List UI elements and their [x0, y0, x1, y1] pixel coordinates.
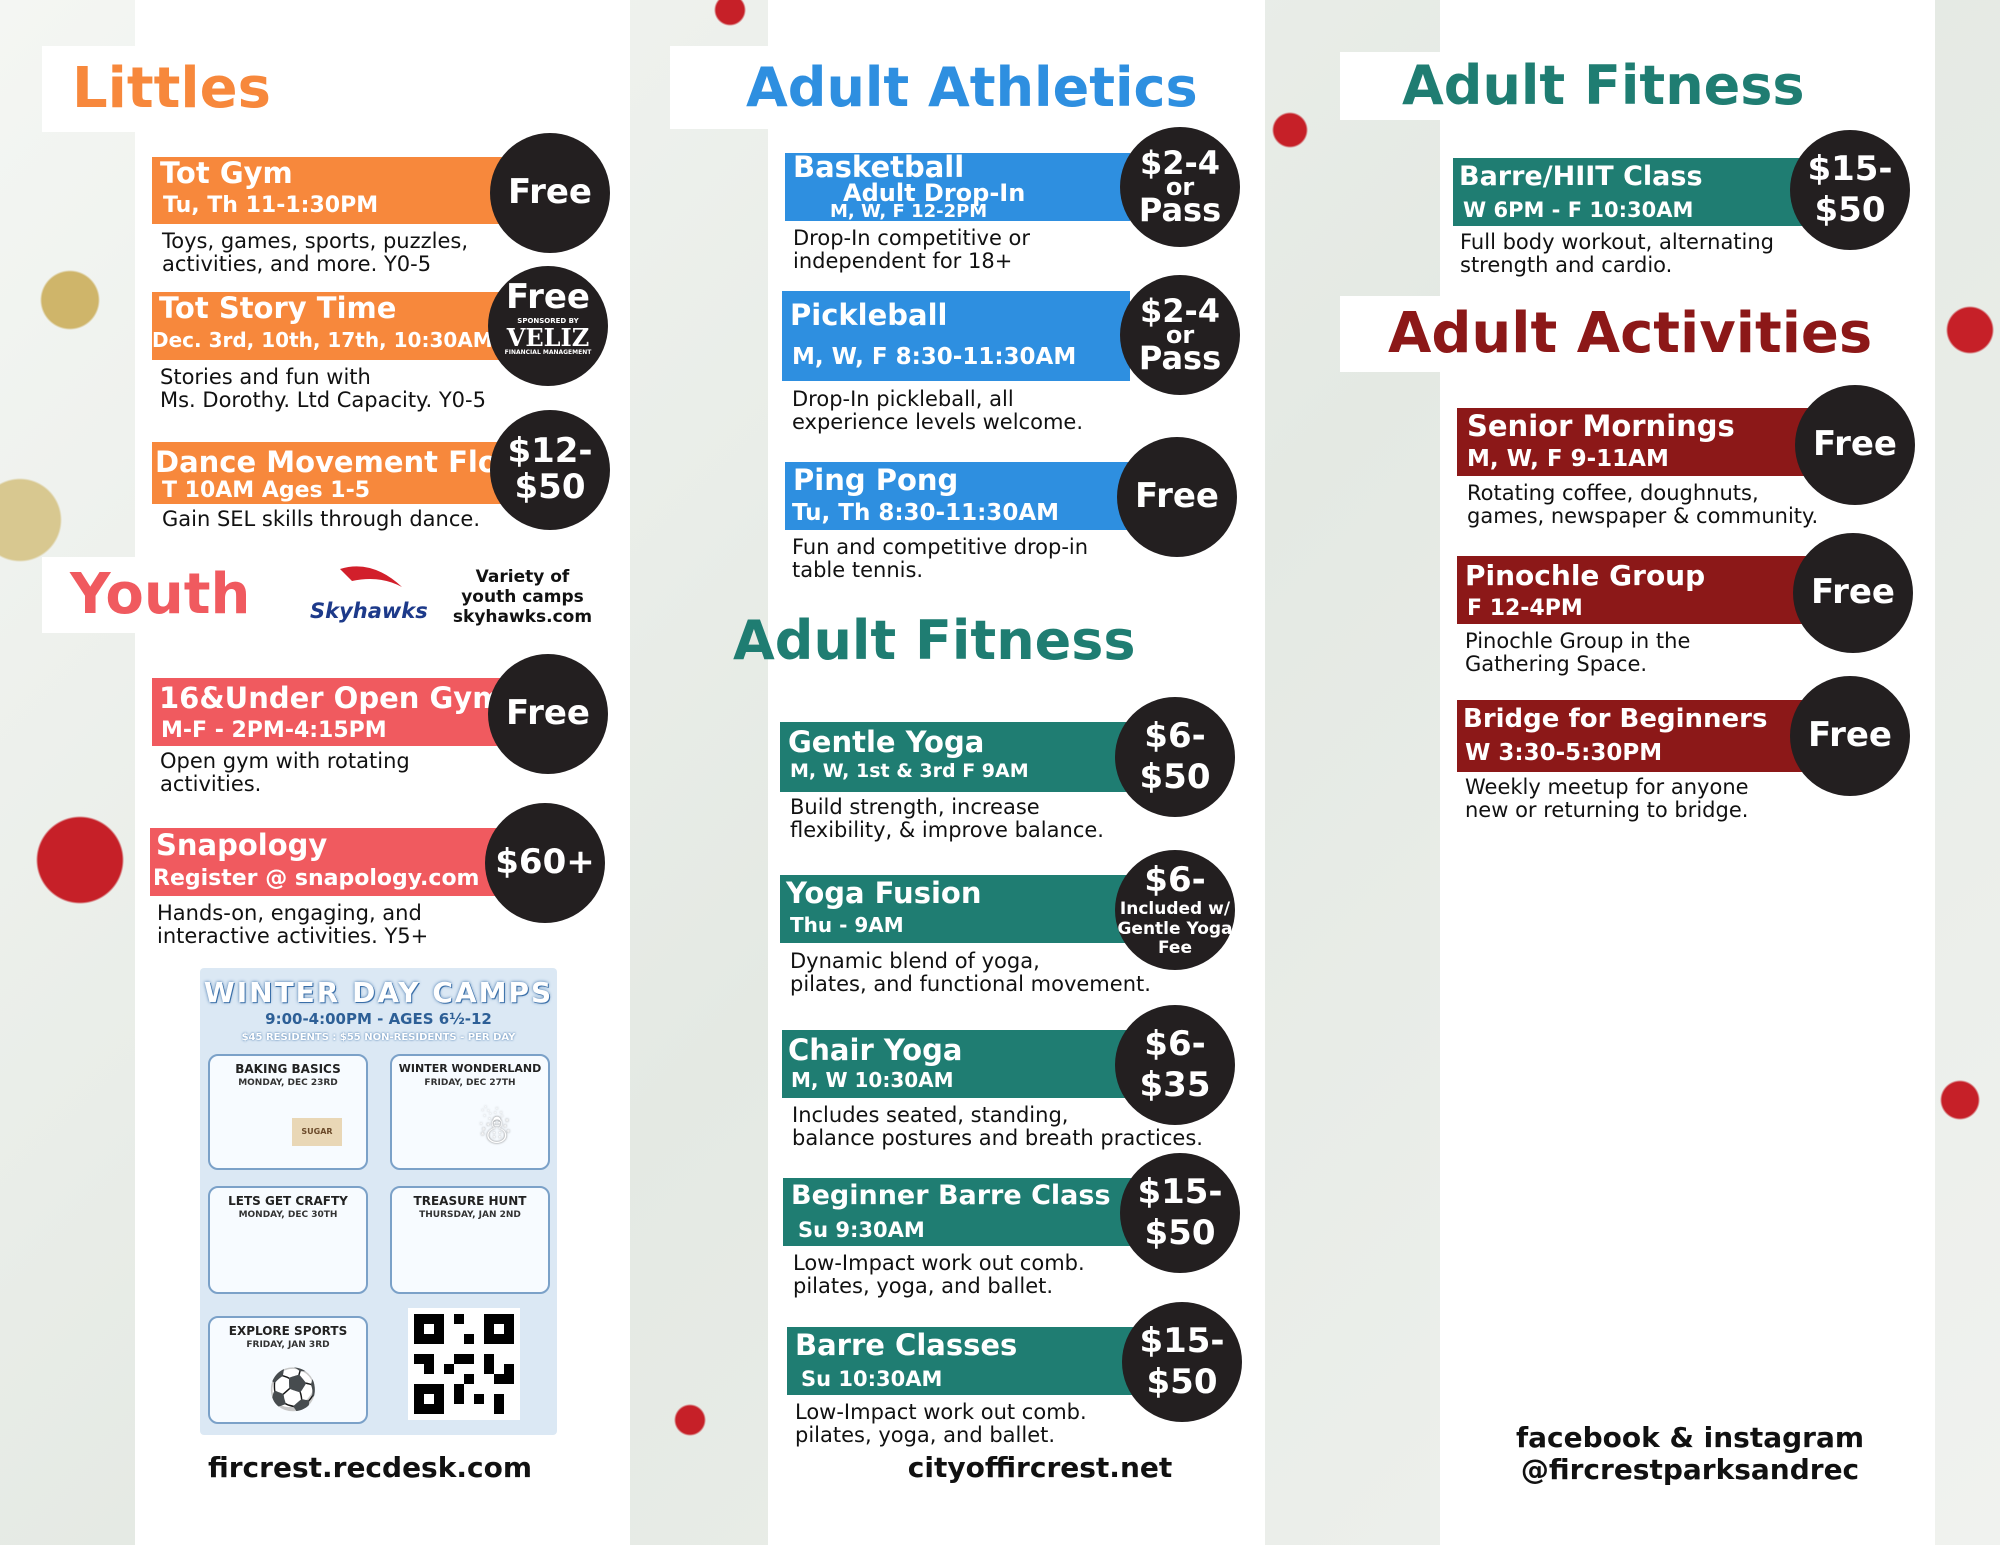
- basketball-desc: Drop-In competitive or independent for 18…: [793, 226, 1031, 273]
- barre-classes-price: $15- $50: [1122, 1302, 1242, 1422]
- basketball-bar: Basketball Adult Drop-In M, W, F 12-2PM: [785, 153, 1130, 221]
- senior-mornings-price: Free: [1795, 385, 1915, 505]
- snapology-bar: Snapology Register @ snapology.com: [150, 828, 515, 896]
- bridge-desc: Weekly meetup for anyone new or returning…: [1465, 775, 1749, 822]
- skyhawks-swoosh-icon: [340, 566, 402, 587]
- pinochle-desc: Pinochle Group in the Gathering Space.: [1465, 629, 1691, 676]
- adult-fitness-heading-middle: Adult Fitness: [733, 609, 1136, 672]
- snapology-desc: Hands-on, engaging, and interactive activ…: [157, 901, 429, 948]
- open-gym-desc: Open gym with rotating activities.: [160, 749, 410, 796]
- pickleball-bar: Pickleball M, W, F 8:30-11:30AM: [782, 291, 1130, 381]
- pinochle-price: Free: [1793, 533, 1913, 653]
- bridge-bar: Bridge for Beginners W 3:30-5:30PM: [1457, 700, 1827, 772]
- tot-story-time-price: Free SPONSORED BY VELIZ FINANCIAL MANAGE…: [488, 266, 608, 386]
- tot-story-time-desc: Stories and fun with Ms. Dorothy. Ltd Cap…: [160, 365, 486, 412]
- barre-hiit-price: $15- $50: [1790, 130, 1910, 250]
- bridge-price: Free: [1790, 676, 1910, 796]
- yoga-fusion-bar: Yoga Fusion Thu - 9AM: [780, 875, 1135, 943]
- youth-heading: Youth: [42, 557, 272, 633]
- skyhawks-logo: Skyhawks: [282, 557, 432, 633]
- skyhawks-promo: Variety of youth camps skyhawks.com: [440, 567, 605, 627]
- senior-mornings-desc: Rotating coffee, doughnuts, games, newspa…: [1467, 481, 1819, 528]
- social-media-handle[interactable]: facebook & instagram @fircrestparksandrec: [1515, 1421, 1865, 1486]
- barre-classes-bar: Barre Classes Su 10:30AM: [787, 1327, 1137, 1395]
- city-website-link[interactable]: cityoffircrest.net: [907, 1451, 1173, 1484]
- barre-hiit-bar: Barre/HIIT Class W 6PM - F 10:30AM: [1453, 158, 1825, 226]
- yoga-fusion-price: $6- Included w/Gentle Yoga Fee: [1115, 850, 1235, 970]
- pickleball-price: $2-4 or Pass: [1120, 275, 1240, 395]
- qr-code[interactable]: [408, 1308, 520, 1420]
- beginner-barre-price: $15- $50: [1120, 1153, 1240, 1273]
- dance-movement-price: $12- $50: [490, 410, 610, 530]
- veliz-logo: VELIZ: [506, 323, 590, 353]
- tot-gym-desc: Toys, games, sports, puzzles, activities,…: [162, 229, 469, 276]
- winter-day-camps-flyer: WINTER DAY CAMPS 9:00-4:00PM - AGES 6½-1…: [200, 968, 557, 1435]
- gentle-yoga-bar: Gentle Yoga M, W, 1st & 3rd F 9AM: [780, 722, 1135, 792]
- camp-card-crafty: LETS GET CRAFTY MONDAY, DEC 30TH: [208, 1186, 368, 1294]
- ping-pong-price: Free: [1117, 437, 1237, 557]
- yoga-fusion-desc: Dynamic blend of yoga, pilates, and funct…: [790, 949, 1151, 996]
- tot-story-time-bar: Tot Story Time Dec. 3rd, 10th, 17th, 10:…: [152, 292, 510, 360]
- camp-card-baking: BAKING BASICS MONDAY, DEC 23RD SUGAR: [208, 1054, 368, 1170]
- ping-pong-bar: Ping Pong Tu, Th 8:30-11:30AM: [785, 462, 1130, 530]
- ping-pong-desc: Fun and competitive drop-in table tennis.: [792, 535, 1089, 582]
- tot-gym-bar: Tot Gym Tu, Th 11-1:30PM: [152, 157, 510, 224]
- gentle-yoga-price: $6- $50: [1115, 697, 1235, 817]
- dance-movement-bar: Dance Movement Flow T 10AM Ages 1-5: [152, 442, 510, 504]
- open-gym-price: Free: [488, 654, 608, 774]
- beginner-barre-desc: Low-Impact work out comb. pilates, yoga, …: [793, 1251, 1085, 1298]
- snapology-price: $60+: [485, 803, 605, 923]
- littles-heading: Littles: [42, 46, 274, 132]
- adult-activities-heading: Adult Activities: [1340, 296, 1933, 372]
- gentle-yoga-desc: Build strength, increase flexibility, & i…: [790, 795, 1104, 842]
- pinochle-bar: Pinochle Group F 12-4PM: [1457, 556, 1827, 624]
- camp-card-treasure-hunt: TREASURE HUNT THURSDAY, JAN 2ND: [390, 1186, 550, 1294]
- snowman-icon: ☃: [477, 1107, 513, 1153]
- adult-fitness-heading-right: Adult Fitness: [1340, 52, 1933, 120]
- recdesk-link[interactable]: fircrest.recdesk.com: [207, 1451, 532, 1484]
- beginner-barre-bar: Beginner Barre Class Su 9:30AM: [783, 1178, 1135, 1246]
- tot-gym-price: Free: [490, 133, 610, 253]
- camp-card-winter-wonderland: WINTER WONDERLAND FRIDAY, DEC 27TH ☃: [390, 1054, 550, 1170]
- camp-card-explore-sports: EXPLORE SPORTS FRIDAY, JAN 3RD ⚽: [208, 1316, 368, 1424]
- barre-hiit-desc: Full body workout, alternating strength a…: [1460, 230, 1775, 277]
- senior-mornings-bar: Senior Mornings M, W, F 9-11AM: [1457, 408, 1827, 476]
- barre-classes-desc: Low-Impact work out comb. pilates, yoga, …: [795, 1400, 1087, 1447]
- pickleball-desc: Drop-In pickleball, all experience levels…: [792, 387, 1083, 434]
- dance-movement-desc: Gain SEL skills through dance.: [162, 507, 480, 531]
- basketball-price: $2-4 or Pass: [1120, 127, 1240, 247]
- soccer-ball-icon: ⚽: [268, 1367, 318, 1413]
- chair-yoga-desc: Includes seated, standing, balance postur…: [792, 1103, 1203, 1150]
- chair-yoga-price: $6- $35: [1115, 1005, 1235, 1125]
- adult-athletics-heading: Adult Athletics: [670, 46, 1258, 129]
- skyhawks-link[interactable]: skyhawks.com: [452, 607, 593, 627]
- open-gym-bar: 16&Under Open Gym M-F - 2PM-4:15PM: [152, 678, 510, 746]
- chair-yoga-bar: Chair Yoga M, W 10:30AM: [782, 1030, 1135, 1098]
